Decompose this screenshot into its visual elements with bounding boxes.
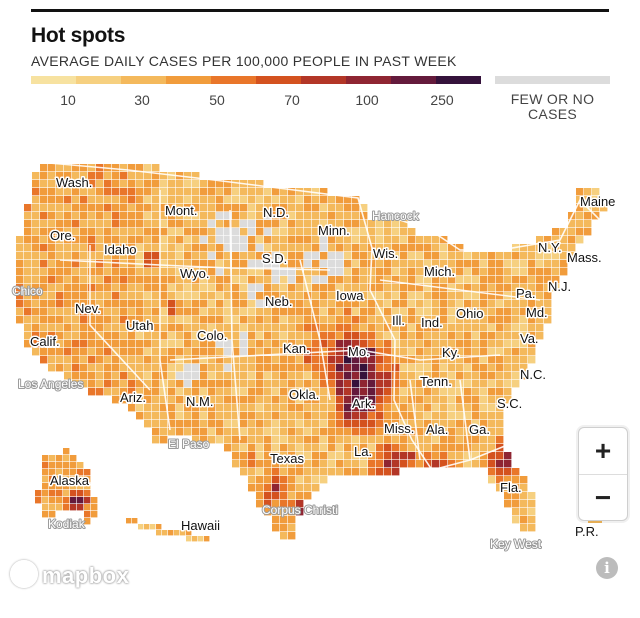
- state-label: Mass.: [567, 250, 602, 265]
- city-label: Chico: [12, 284, 43, 298]
- mapbox-wordmark: mapbox: [42, 563, 130, 588]
- state-label: Neb.: [265, 294, 292, 309]
- few-cases-swatch: [495, 76, 610, 84]
- state-label: Ark.: [352, 396, 375, 411]
- state-label: Tenn.: [420, 374, 452, 389]
- state-label: Okla.: [289, 387, 319, 402]
- choropleth-map[interactable]: Wash. Mont. N.D. Minn. Maine Ore. Idaho Wyo. S.D…: [0, 140, 640, 618]
- legend-swatch: [76, 76, 121, 84]
- state-label: Alaska: [50, 473, 90, 488]
- state-label: Va.: [520, 331, 539, 346]
- legend-swatch: [391, 76, 436, 84]
- mapbox-attribution[interactable]: mapbox: [10, 560, 129, 589]
- state-label: Colo.: [197, 328, 227, 343]
- state-label: Wyo.: [180, 266, 210, 281]
- legend-subtitle: AVERAGE DAILY CASES PER 100,000 PEOPLE I…: [31, 53, 457, 69]
- legend-swatch: [436, 76, 481, 84]
- state-label: Ariz.: [120, 390, 146, 405]
- zoom-out-button[interactable]: −: [594, 482, 612, 513]
- state-label: P.R.: [575, 524, 599, 539]
- state-label: Nev.: [75, 301, 101, 316]
- state-label: S.D.: [262, 251, 287, 266]
- state-label: Mich.: [424, 264, 455, 279]
- state-label: Miss.: [384, 421, 414, 436]
- city-label: Key West: [490, 537, 542, 551]
- state-label: Idaho: [104, 242, 137, 257]
- state-label: N.M.: [186, 394, 213, 409]
- state-label: Iowa: [336, 288, 364, 303]
- legend-swatch: [256, 76, 301, 84]
- legend-tick-label: 70: [284, 92, 300, 108]
- legend-swatch: [121, 76, 166, 84]
- state-label: S.C.: [497, 396, 522, 411]
- legend-tick-label: 50: [209, 92, 225, 108]
- state-label: N.D.: [263, 205, 289, 220]
- state-label: Maine: [580, 194, 615, 209]
- state-label: Texas: [270, 451, 304, 466]
- state-label: Utah: [126, 318, 153, 333]
- state-label: Calif.: [30, 334, 60, 349]
- state-label: Ind.: [421, 315, 443, 330]
- city-label: Hancock: [372, 209, 420, 223]
- state-label: N.C.: [520, 367, 546, 382]
- state-label: Ohio: [456, 306, 483, 321]
- legend-tick-label: 30: [134, 92, 150, 108]
- zoom-in-button[interactable]: +: [579, 428, 627, 475]
- state-label: Ga.: [469, 422, 490, 437]
- legend-swatch: [301, 76, 346, 84]
- state-label: Md.: [526, 305, 548, 320]
- legend-swatch: [346, 76, 391, 84]
- state-label: Ky.: [442, 345, 460, 360]
- legend-swatch: [211, 76, 256, 84]
- top-rule: [31, 9, 609, 12]
- state-label: Ore.: [50, 228, 75, 243]
- state-label: Minn.: [318, 223, 350, 238]
- legend-tick-label: 100: [355, 92, 379, 108]
- state-label: Ill.: [392, 313, 405, 328]
- state-label: Kan.: [283, 341, 310, 356]
- few-cases-label: FEW OR NO CASES: [510, 91, 595, 122]
- state-label: N.J.: [548, 279, 571, 294]
- legend-swatch: [166, 76, 211, 84]
- color-legend: [31, 76, 481, 84]
- state-label: Fla.: [500, 480, 522, 495]
- legend-tick-label: 10: [60, 92, 76, 108]
- city-label: Corpus Christi: [262, 503, 338, 517]
- page-title: Hot spots: [31, 24, 126, 47]
- state-label: Mo.: [348, 344, 370, 359]
- mapbox-logo-icon: [10, 560, 38, 588]
- state-label: Mont.: [165, 203, 198, 218]
- state-label: Wis.: [373, 246, 398, 261]
- city-label: Los Angeles: [18, 377, 83, 391]
- zoom-controls: + −: [578, 427, 628, 521]
- state-borders: [37, 161, 601, 471]
- state-label: Wash.: [56, 175, 92, 190]
- city-label: Kodiak: [48, 517, 86, 531]
- legend-tick-label: 250: [430, 92, 454, 108]
- state-label: N.Y.: [538, 240, 562, 255]
- state-label: Pa.: [516, 286, 536, 301]
- legend-swatch: [31, 76, 76, 84]
- state-label: Hawaii: [181, 518, 220, 533]
- city-label: El Paso: [168, 437, 210, 451]
- info-button[interactable]: i: [596, 557, 618, 579]
- state-label: Ala.: [426, 422, 448, 437]
- state-label: La.: [354, 444, 372, 459]
